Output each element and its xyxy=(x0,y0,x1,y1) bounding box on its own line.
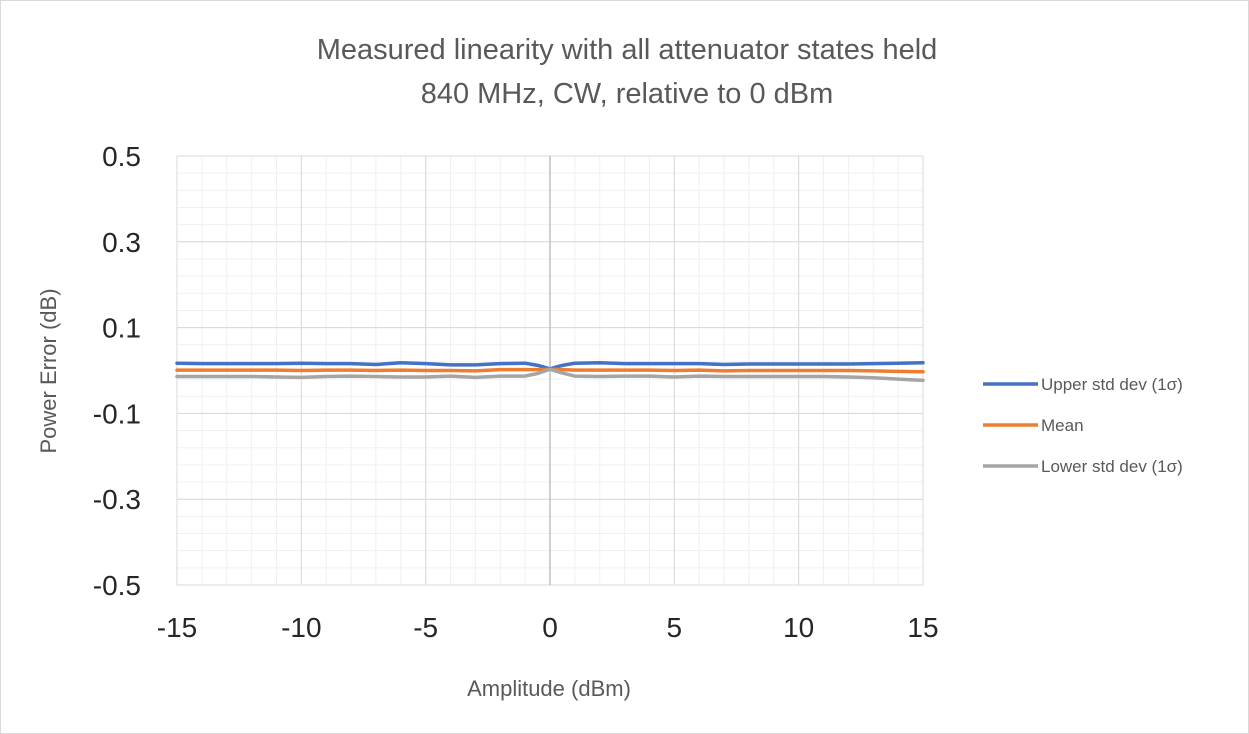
y-tick-label: 0.5 xyxy=(102,141,141,172)
x-tick-label: 15 xyxy=(907,612,938,643)
x-tick-label: -15 xyxy=(157,612,197,643)
chart-title: Measured linearity with all attenuator s… xyxy=(317,34,938,66)
legend-label-0: Upper std dev (1σ) xyxy=(1041,375,1183,394)
y-tick-label: 0.3 xyxy=(102,227,141,258)
x-tick-label: 0 xyxy=(542,612,558,643)
y-tick-label: -0.1 xyxy=(93,398,141,429)
tick-labels: -15 -10 -5 0 5 10 15 0.5 0.3 0.1 -0.1 -0.3 -0.5 xyxy=(93,141,939,643)
legend-label-2: Lower std dev (1σ) xyxy=(1041,457,1183,476)
y-axis-title: Power Error (dB) xyxy=(36,288,61,453)
legend: Upper std dev (1σ) Mean Lower std dev (1σ) xyxy=(983,375,1183,476)
x-tick-label: -5 xyxy=(413,612,438,643)
x-tick-label: -10 xyxy=(281,612,321,643)
series-line-2 xyxy=(175,367,925,383)
x-axis-title: Amplitude (dBm) xyxy=(467,676,631,701)
x-tick-label: 5 xyxy=(667,612,683,643)
x-tick-label: 10 xyxy=(783,612,814,643)
y-tick-label: -0.5 xyxy=(93,570,141,601)
series-lines xyxy=(175,361,925,383)
y-tick-label: -0.3 xyxy=(93,484,141,515)
chart-subtitle: 840 MHz, CW, relative to 0 dBm xyxy=(421,78,834,110)
y-tick-label: 0.1 xyxy=(102,313,141,344)
legend-label-1: Mean xyxy=(1041,416,1084,435)
